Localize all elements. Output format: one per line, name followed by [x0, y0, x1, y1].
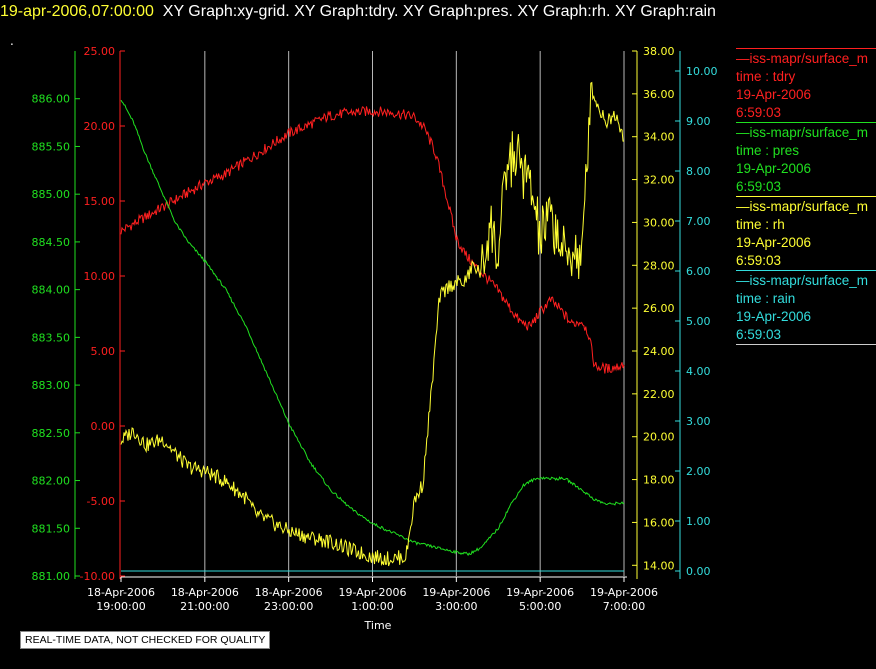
tdry-tick-label-0: -10.00 [80, 570, 115, 583]
graph-list: XY Graph:xy-grid. XY Graph:tdry. XY Grap… [162, 3, 716, 20]
pres-tick-label-2: 882.00 [32, 475, 71, 488]
legend: —iss-mapr/surface_m time : tdry 19-Apr-200… [736, 48, 876, 345]
rain-tick-label-7: 7.00 [686, 215, 711, 228]
disclaimer-banner: REAL-TIME DATA, NOT CHECKED FOR QUALITY [20, 631, 271, 649]
legend-date-0: 19-Apr-2006 [736, 87, 812, 102]
rh-tick-label-5: 24.00 [643, 345, 675, 358]
x-tick-time-4: 3:00:00 [435, 600, 477, 613]
rh-tick-label-11: 36.00 [643, 88, 675, 101]
x-tick-date-2: 18-Apr-2006 [255, 586, 323, 599]
pres-tick-label-6: 884.00 [32, 284, 71, 297]
x-axis-label: Time [364, 619, 392, 632]
legend-date-3: 19-Apr-2006 [736, 309, 812, 324]
tdry-tick-label-4: 10.00 [84, 270, 116, 283]
legend-var-2: time : rh [736, 217, 785, 232]
x-tick-time-2: 23:00:00 [264, 600, 313, 613]
rh-tick-label-6: 26.00 [643, 302, 675, 315]
rain-tick-label-8: 8.00 [686, 165, 711, 178]
rain-tick-label-3: 3.00 [686, 415, 711, 428]
rh-tick-label-4: 22.00 [643, 388, 675, 401]
x-tick-time-1: 21:00:00 [180, 600, 229, 613]
tdry-tick-label-5: 15.00 [84, 195, 116, 208]
rh-tick-label-7: 28.00 [643, 259, 675, 272]
rain-tick-label-10: 10.00 [686, 65, 718, 78]
x-tick-date-1: 18-Apr-2006 [171, 586, 239, 599]
tdry-tick-label-1: -5.00 [87, 495, 115, 508]
timestamp: 19-apr-2006,07:00:00 [0, 3, 154, 20]
rain-tick-label-5: 5.00 [686, 315, 711, 328]
rh-tick-label-0: 14.00 [643, 559, 675, 572]
x-tick-time-3: 1:00:00 [351, 600, 393, 613]
rh-tick-label-10: 34.00 [643, 131, 675, 144]
rh-tick-label-3: 20.00 [643, 431, 675, 444]
pres-tick-label-4: 883.00 [32, 379, 71, 392]
legend-var-3: time : rain [736, 291, 796, 306]
x-tick-date-6: 19-Apr-2006 [590, 586, 658, 599]
legend-bottom-rule [736, 344, 876, 345]
legend-time-1: 6:59:03 [736, 179, 782, 194]
pres-tick-label-1: 881.50 [32, 522, 71, 535]
x-tick-time-0: 19:00:00 [96, 600, 145, 613]
rain-tick-label-9: 9.00 [686, 115, 711, 128]
rh-tick-label-8: 30.00 [643, 216, 675, 229]
dot-marker: . [10, 34, 14, 48]
legend-name-0: —iss-mapr/surface_m [736, 51, 869, 66]
legend-date-1: 19-Apr-2006 [736, 161, 812, 176]
legend-var-0: time : tdry [736, 69, 796, 84]
x-tick-date-0: 18-Apr-2006 [87, 586, 155, 599]
tdry-tick-label-7: 25.00 [84, 45, 116, 58]
rain-tick-label-1: 1.00 [686, 515, 711, 528]
tdry-tick-label-6: 20.00 [84, 120, 116, 133]
rain-tick-label-4: 4.00 [686, 365, 711, 378]
pres-tick-label-5: 883.50 [32, 331, 71, 344]
legend-time-2: 6:59:03 [736, 253, 782, 268]
rain-tick-label-6: 6.00 [686, 265, 711, 278]
legend-date-2: 19-Apr-2006 [736, 235, 812, 250]
series-line-rh [120, 81, 625, 567]
x-tick-date-4: 19-Apr-2006 [422, 586, 490, 599]
tdry-tick-label-3: 5.00 [91, 345, 116, 358]
legend-name-3: —iss-mapr/surface_m [736, 273, 869, 288]
series-line-pres [120, 99, 625, 557]
legend-name-2: —iss-mapr/surface_m [736, 199, 869, 214]
x-tick-date-3: 19-Apr-2006 [338, 586, 406, 599]
rh-tick-label-1: 16.00 [643, 516, 675, 529]
x-tick-time-6: 7:00:00 [603, 600, 645, 613]
legend-var-1: time : pres [736, 143, 800, 158]
pres-tick-label-10: 886.00 [32, 93, 71, 106]
rain-tick-label-2: 2.00 [686, 465, 711, 478]
pres-tick-label-3: 882.50 [32, 427, 71, 440]
rh-tick-label-2: 18.00 [643, 474, 675, 487]
x-tick-time-5: 5:00:00 [519, 600, 561, 613]
rh-tick-label-9: 32.00 [643, 174, 675, 187]
pres-tick-label-0: 881.00 [32, 570, 71, 583]
rh-tick-label-12: 38.00 [643, 45, 675, 58]
legend-time-3: 6:59:03 [736, 327, 782, 342]
pres-tick-label-9: 885.50 [32, 140, 71, 153]
x-tick-date-5: 19-Apr-2006 [506, 586, 574, 599]
series-line-tdry [120, 106, 625, 374]
pres-tick-label-7: 884.50 [32, 236, 71, 249]
legend-time-0: 6:59:03 [736, 105, 782, 120]
chart-title: 19-apr-2006,07:00:00 XY Graph:xy-grid. X… [0, 3, 716, 21]
legend-name-1: —iss-mapr/surface_m [736, 125, 869, 140]
tdry-tick-label-2: 0.00 [91, 420, 116, 433]
rain-tick-label-0: 0.00 [686, 565, 711, 578]
pres-tick-label-8: 885.00 [32, 188, 71, 201]
